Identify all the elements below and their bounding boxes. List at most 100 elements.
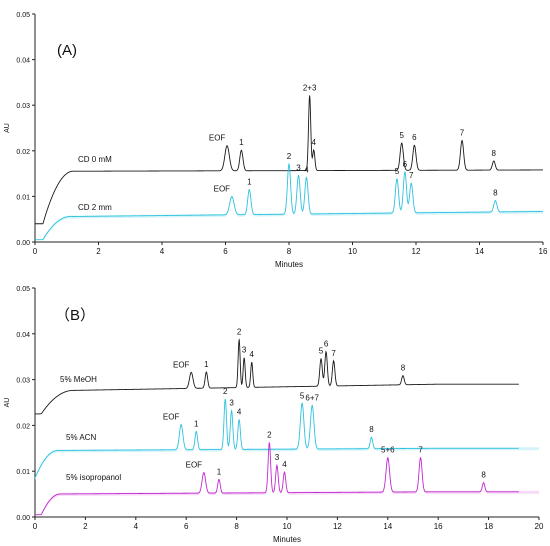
trace-halo xyxy=(43,163,543,241)
peak-label: 3 xyxy=(229,399,234,408)
peak-label: EOF xyxy=(173,360,190,369)
peak-label: 4 xyxy=(237,408,242,417)
peak-label: 1 xyxy=(204,360,209,369)
x-tick-label: 0 xyxy=(33,522,38,531)
x-axis-title: Minutes xyxy=(273,535,301,544)
peak-label: 1 xyxy=(194,419,199,428)
peak-label: 3 xyxy=(242,346,247,355)
peak-label: 8 xyxy=(493,189,498,198)
trace-line xyxy=(34,338,519,415)
trace-line xyxy=(34,399,519,479)
series-label: CD 0 mM xyxy=(78,155,112,164)
peak-label: 7 xyxy=(331,349,336,358)
x-tick-label: 20 xyxy=(535,522,544,531)
trace-line xyxy=(35,95,543,225)
x-tick-label: 2 xyxy=(96,247,101,256)
panel-a: 0 2 4 6 8 10 12 14 160.000.010.020.030.040.05Min… xyxy=(4,12,548,269)
peak-label: 8 xyxy=(481,471,486,480)
peak-label: EOF xyxy=(163,413,180,422)
y-tick-label: 0.02 xyxy=(16,423,30,430)
peak-label: 2 xyxy=(287,152,292,161)
peak-label: 3 xyxy=(296,163,301,172)
peak-label: 7 xyxy=(460,129,465,138)
peak-label: 6+7 xyxy=(305,394,319,403)
peak-label: 3 xyxy=(275,453,280,462)
x-tick-label: 6 xyxy=(184,522,189,531)
peak-label: 4 xyxy=(312,138,317,147)
series-label: 5% ACN xyxy=(66,433,96,442)
y-tick-label: 0.00 xyxy=(16,515,30,522)
peak-label: 5+6 xyxy=(381,446,395,455)
x-tick-label: 10 xyxy=(283,522,292,531)
peak-label: 4 xyxy=(304,166,309,175)
peak-label: 1 xyxy=(239,138,244,147)
x-tick-label: 8 xyxy=(234,522,239,531)
x-tick-label: 16 xyxy=(434,522,443,531)
trace-line xyxy=(35,442,519,516)
y-axis-title: AU xyxy=(4,123,11,133)
peak-label: 5 xyxy=(395,167,400,176)
peak-label: 8 xyxy=(401,364,406,373)
peak-label: 5 xyxy=(399,131,404,140)
peak-label: 6 xyxy=(324,340,329,349)
peak-label: EOF xyxy=(186,461,203,470)
x-tick-label: 2 xyxy=(83,522,88,531)
peak-label: 2 xyxy=(237,327,242,336)
peak-label: EOF xyxy=(214,185,231,194)
y-tick-label: 0.05 xyxy=(16,12,30,19)
x-tick-label: 14 xyxy=(383,522,392,531)
peak-label: 8 xyxy=(369,425,374,434)
series-label: 5% isopropanol xyxy=(66,473,121,482)
x-tick-label: 16 xyxy=(539,247,548,256)
series-label: 5% MeOH xyxy=(60,375,97,384)
peak-label: 1 xyxy=(247,178,252,187)
y-tick-label: 0.03 xyxy=(16,103,30,110)
peak-label: 8 xyxy=(492,149,497,158)
x-tick-label: 0 xyxy=(33,247,38,256)
peak-label: 4 xyxy=(282,460,287,469)
series-3: 5% isopropanol EOF 1 2 34 5+6 7 8 xyxy=(35,430,539,516)
y-axis-title: AU xyxy=(4,398,11,408)
x-tick-label: 4 xyxy=(160,247,165,256)
y-tick-label: 0.04 xyxy=(16,58,30,65)
y-tick-label: 0.00 xyxy=(16,240,30,247)
trace-halo xyxy=(35,398,539,481)
y-tick-label: 0.03 xyxy=(16,378,30,385)
series-2: CD 2 mm EOF 1 23 4 567 8 xyxy=(35,152,543,241)
x-tick-label: 12 xyxy=(412,247,421,256)
series-label: CD 2 mm xyxy=(78,203,112,212)
y-tick-label: 0.05 xyxy=(16,286,30,293)
peak-label: 7 xyxy=(418,446,423,455)
peak-label: 2 xyxy=(223,387,228,396)
x-axis-title: Minutes xyxy=(275,260,303,269)
x-tick-label: 18 xyxy=(484,522,493,531)
y-tick-label: 0.04 xyxy=(16,332,30,339)
peak-label: 5 xyxy=(300,391,305,400)
peak-label: 5 xyxy=(319,347,324,356)
peak-label: 1 xyxy=(217,467,222,476)
panel-b: 0 2 4 6 8 10 12 14 16 18 200.000.010.020.030.040.0… xyxy=(4,286,544,544)
panel-label: (A) xyxy=(57,42,77,59)
x-tick-label: 10 xyxy=(348,247,357,256)
x-tick-label: 14 xyxy=(475,247,484,256)
panel-label: （B） xyxy=(55,307,95,324)
peak-label: 6 xyxy=(403,160,408,169)
peak-label: 2 xyxy=(267,430,272,439)
peak-label: EOF xyxy=(209,134,226,143)
peak-label: 2+3 xyxy=(303,83,317,92)
y-tick-label: 0.02 xyxy=(16,149,30,156)
x-tick-label: 8 xyxy=(287,247,292,256)
peak-label: 7 xyxy=(409,171,414,180)
x-tick-label: 12 xyxy=(333,522,342,531)
y-tick-label: 0.01 xyxy=(16,469,30,476)
x-tick-label: 4 xyxy=(134,522,139,531)
peak-label: 4 xyxy=(249,350,254,359)
y-tick-label: 0.01 xyxy=(16,194,30,201)
trace-line xyxy=(35,162,543,241)
x-tick-label: 6 xyxy=(223,247,228,256)
peak-label: 6 xyxy=(412,133,417,142)
